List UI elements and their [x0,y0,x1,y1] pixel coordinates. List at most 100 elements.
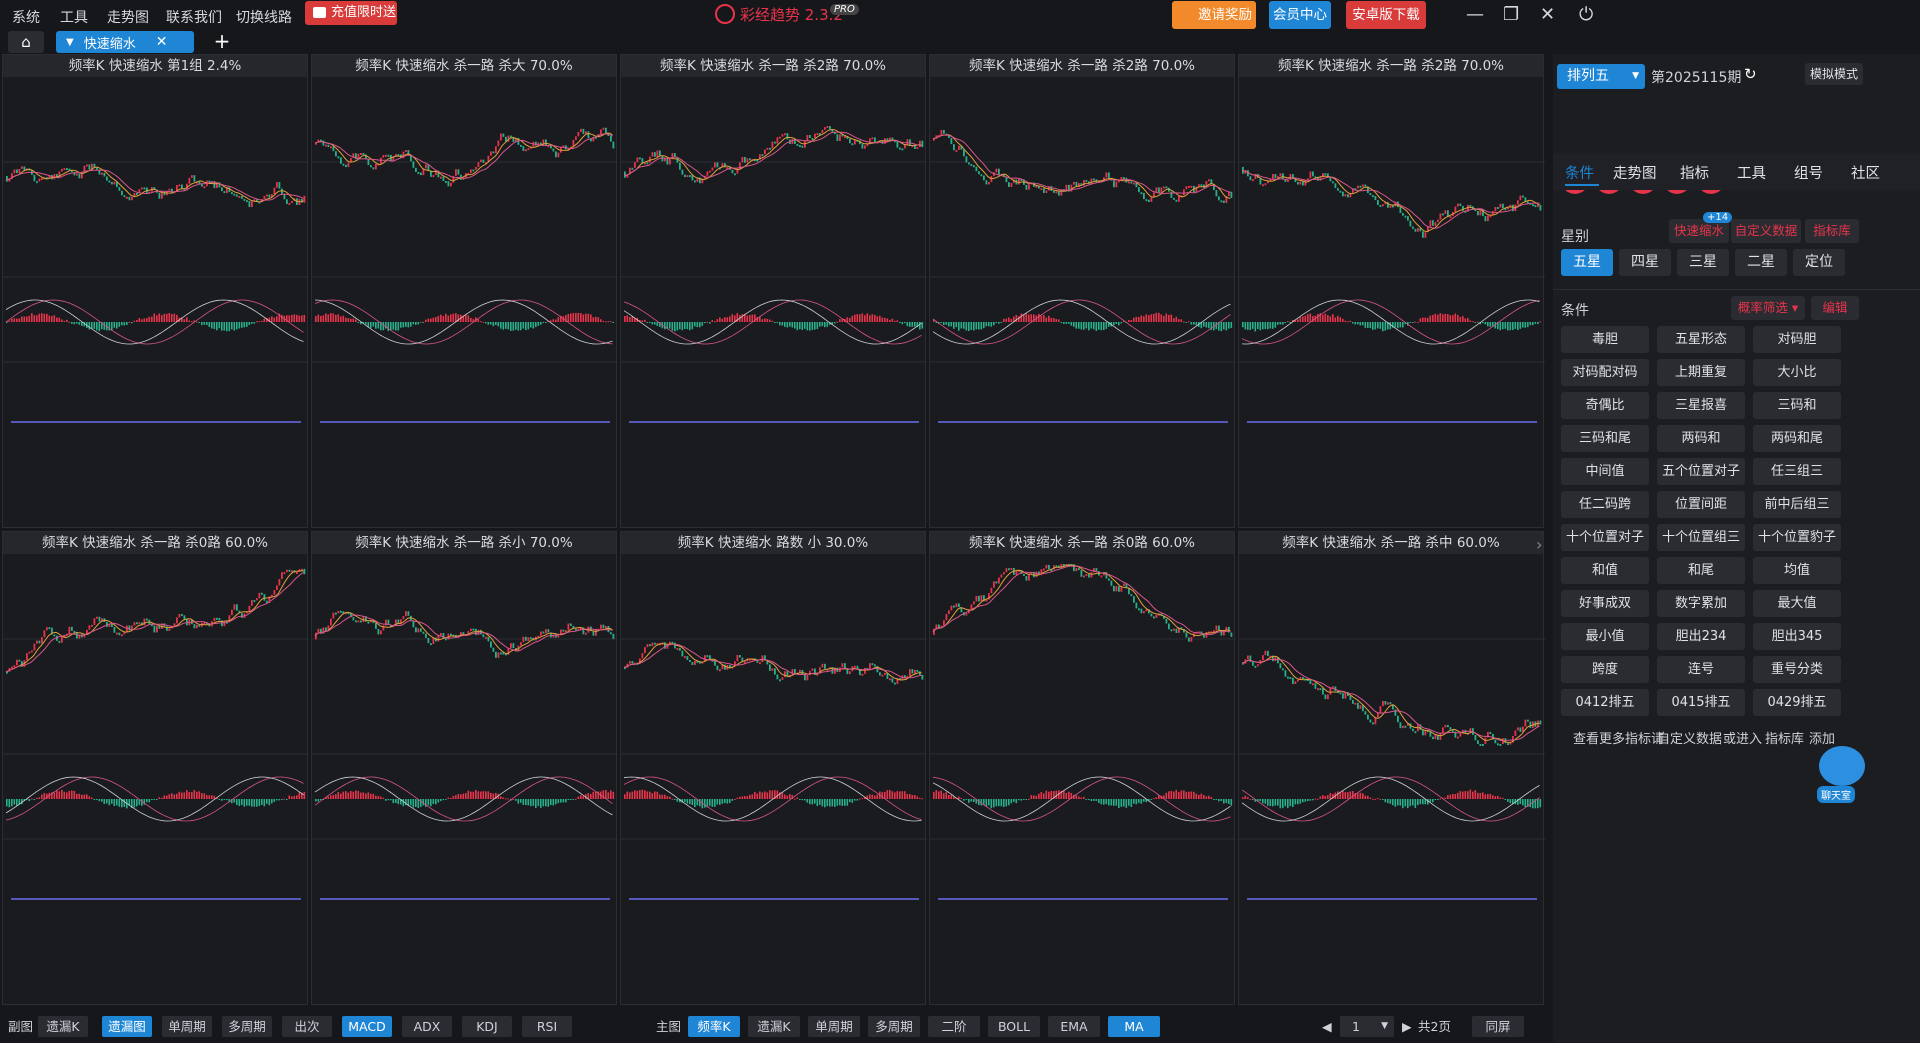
condition-button[interactable]: 前中后组三 [1753,491,1841,518]
condition-button[interactable]: 五个位置对子 [1657,458,1745,485]
indicator-lib-button[interactable]: 指标库 [1805,219,1859,243]
condition-button[interactable]: 最小值 [1561,623,1649,650]
condition-button[interactable]: 三码和 [1753,392,1841,419]
condition-button[interactable]: 上期重复 [1657,359,1745,386]
close-icon[interactable]: ✕ [1540,4,1556,25]
more-lib-link[interactable]: 指标库 [1765,732,1805,747]
condition-button[interactable]: 0412排五 [1561,689,1649,716]
condition-button[interactable]: 位置间距 [1657,491,1745,518]
main-btn-multi[interactable]: 多周期 [868,1016,920,1037]
condition-button[interactable]: 三码和尾 [1561,425,1649,452]
power-icon[interactable]: ⏻ [1579,4,1594,25]
condition-button[interactable]: 对码配对码 [1561,359,1649,386]
sub-btn-kdj[interactable]: KDJ [462,1016,512,1037]
chart-panel[interactable]: 频率K 快速缩水 杀一路 杀2路 70.0% [929,54,1236,528]
invite-button[interactable]: 邀请奖励 [1172,1,1256,29]
condition-button[interactable]: 三星报喜 [1657,392,1745,419]
chart-panel[interactable]: 频率K 快速缩水 杀一路 杀小 70.0% [311,531,618,1005]
sub-btn-macd[interactable]: MACD [342,1016,392,1037]
tab-condition[interactable]: 条件 [1565,166,1594,182]
chart-panel[interactable]: 频率K 快速缩水 杀一路 杀大 70.0% [311,54,618,528]
main-btn-ma[interactable]: MA [1108,1016,1160,1037]
main-btn-omit-k[interactable]: 遗漏K [748,1016,800,1037]
condition-button[interactable]: 胆出345 [1753,623,1841,650]
star-3-button[interactable]: 三星 [1677,249,1729,276]
member-center-button[interactable]: 会员中心 [1269,1,1331,29]
lottery-select[interactable]: 排列五 ▼ [1557,64,1645,89]
next-page-icon[interactable]: ▶ [1402,1019,1412,1034]
next-page-arrow[interactable]: › [1536,535,1543,554]
sub-btn-count[interactable]: 出次 [282,1016,332,1037]
sub-btn-omit-chart[interactable]: 遗漏图 [102,1016,152,1037]
condition-button[interactable]: 和尾 [1657,557,1745,584]
condition-button[interactable]: 和值 [1561,557,1649,584]
condition-button[interactable]: 0429排五 [1753,689,1841,716]
menu-contact[interactable]: 联系我们 [166,10,222,26]
promo-button[interactable]: 充值限时送 [305,1,397,25]
android-download-button[interactable]: 安卓版下载 [1346,1,1426,29]
position-button[interactable]: 定位 [1793,249,1845,276]
main-btn-single[interactable]: 单周期 [808,1016,860,1037]
star-2-button[interactable]: 二星 [1735,249,1787,276]
condition-button[interactable]: 重号分类 [1753,656,1841,683]
sub-btn-adx[interactable]: ADX [402,1016,452,1037]
minimize-icon[interactable]: — [1466,4,1484,25]
sub-btn-single[interactable]: 单周期 [162,1016,212,1037]
condition-button[interactable]: 十个位置组三 [1657,524,1745,551]
main-btn-boll[interactable]: BOLL [988,1016,1040,1037]
page-select[interactable]: 1 ▼ [1340,1016,1394,1037]
edit-button[interactable]: 编辑 [1811,296,1859,320]
menu-tools[interactable]: 工具 [60,10,88,26]
condition-button[interactable]: 两码和 [1657,425,1745,452]
menu-trend[interactable]: 走势图 [107,10,149,26]
menu-system[interactable]: 系统 [12,10,40,26]
prob-filter-select[interactable]: 概率筛选 ▾ [1731,296,1805,320]
condition-button[interactable]: 任二码跨 [1561,491,1649,518]
chat-room-button[interactable] [1819,746,1865,786]
condition-button[interactable]: 大小比 [1753,359,1841,386]
sub-btn-multi[interactable]: 多周期 [222,1016,272,1037]
menu-switch-line[interactable]: 切换线路 [236,10,292,26]
close-tab-icon[interactable]: ✕ [155,34,168,50]
add-tab-button[interactable]: + [213,29,231,53]
condition-button[interactable]: 好事成双 [1561,590,1649,617]
condition-button[interactable]: 两码和尾 [1753,425,1841,452]
condition-button[interactable]: 十个位置对子 [1561,524,1649,551]
condition-button[interactable]: 胆出234 [1657,623,1745,650]
restore-icon[interactable]: ❐ [1503,4,1520,25]
star-4-button[interactable]: 四星 [1619,249,1671,276]
condition-button[interactable]: 对码胆 [1753,326,1841,353]
condition-button[interactable]: 数字累加 [1657,590,1745,617]
chart-panel[interactable]: 频率K 快速缩水 杀一路 杀2路 70.0% [620,54,927,528]
same-screen-button[interactable]: 同屏 [1472,1016,1524,1037]
condition-button[interactable]: 连号 [1657,656,1745,683]
tab-tools[interactable]: 工具 [1737,166,1766,182]
condition-button[interactable]: 任三组三 [1753,458,1841,485]
refresh-icon[interactable]: ↻ [1744,65,1757,83]
tab-fast-shrink[interactable]: ▼ 快速缩水 ✕ [56,31,194,53]
tab-group[interactable]: 组号 [1794,166,1823,182]
sub-btn-rsi[interactable]: RSI [522,1016,572,1037]
tab-community[interactable]: 社区 [1851,166,1880,182]
chart-panel[interactable]: 频率K 快速缩水 杀一路 杀0路 60.0% [929,531,1236,1005]
tab-indicator[interactable]: 指标 [1680,166,1709,182]
sub-btn-omit-k[interactable]: 遗漏K [38,1016,88,1037]
main-btn-ema[interactable]: EMA [1048,1016,1100,1037]
condition-button[interactable]: 跨度 [1561,656,1649,683]
condition-button[interactable]: 中间值 [1561,458,1649,485]
tab-trend[interactable]: 走势图 [1613,166,1657,182]
condition-button[interactable]: 0415排五 [1657,689,1745,716]
chart-panel[interactable]: 频率K 快速缩水 第1组 2.4% [2,54,309,528]
prev-page-icon[interactable]: ◀ [1322,1019,1332,1034]
condition-button[interactable]: 奇偶比 [1561,392,1649,419]
more-custom-link[interactable]: 自定义数据 [1657,732,1723,747]
chart-panel[interactable]: 频率K 快速缩水 杀一路 杀中 60.0% [1238,531,1545,1005]
fast-shrink-button[interactable]: 快速缩水 [1669,219,1729,243]
custom-data-button[interactable]: 自定义数据 [1731,219,1801,243]
main-btn-freq-k[interactable]: 频率K [688,1016,740,1037]
condition-button[interactable]: 均值 [1753,557,1841,584]
home-tab[interactable]: ⌂ [8,31,44,53]
sim-mode-button[interactable]: 模拟模式 [1805,63,1863,85]
chart-panel[interactable]: 频率K 快速缩水 杀一路 杀2路 70.0% [1238,54,1545,528]
condition-button[interactable]: 最大值 [1753,590,1841,617]
